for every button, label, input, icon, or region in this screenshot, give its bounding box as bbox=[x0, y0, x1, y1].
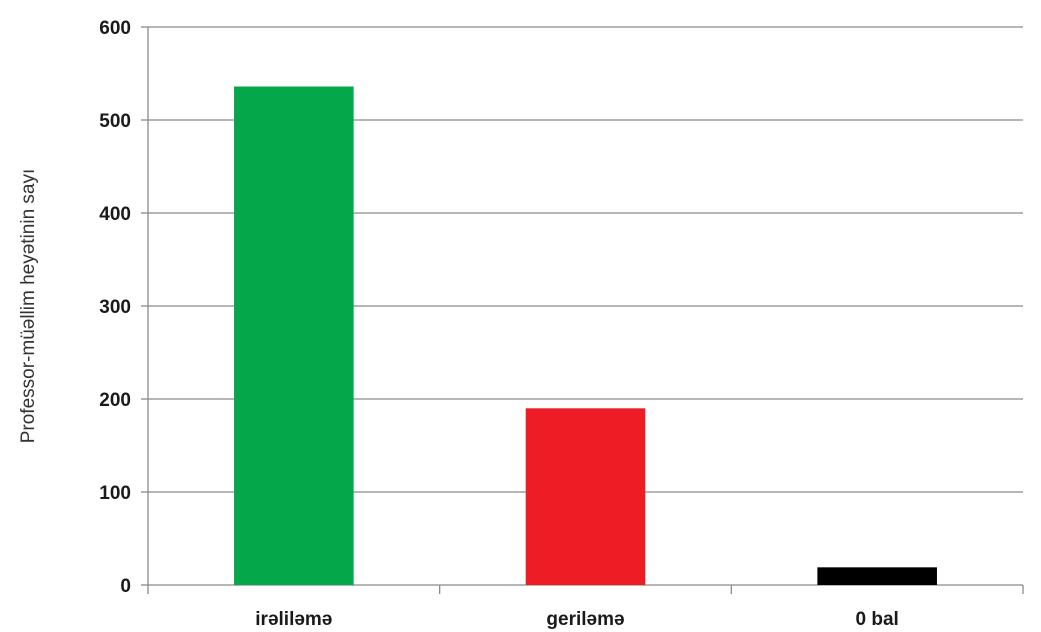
y-tick-label: 600 bbox=[99, 18, 131, 39]
bars bbox=[234, 86, 937, 586]
y-tick-label: 200 bbox=[99, 390, 131, 411]
y-tick-label: 100 bbox=[99, 483, 131, 504]
y-tick-labels: 0 100 200 300 400 500 600 bbox=[99, 18, 131, 597]
y-axis-label: Professor-müəllim heyətinin sayı bbox=[18, 169, 39, 444]
x-tick-label: irəliləmə bbox=[255, 609, 332, 630]
x-tick-label: 0 bal bbox=[856, 609, 899, 630]
y-tick-label: 500 bbox=[99, 111, 131, 132]
y-tick-label: 400 bbox=[99, 204, 131, 225]
bar-2 bbox=[817, 567, 937, 585]
y-tick-label: 300 bbox=[99, 297, 131, 318]
bar-1 bbox=[525, 408, 646, 585]
y-tick-label: 0 bbox=[120, 576, 131, 597]
x-tick-labels: irəliləmə geriləmə 0 bal bbox=[255, 609, 899, 630]
bar-0 bbox=[234, 86, 354, 586]
x-tick-label: geriləmə bbox=[546, 609, 624, 630]
